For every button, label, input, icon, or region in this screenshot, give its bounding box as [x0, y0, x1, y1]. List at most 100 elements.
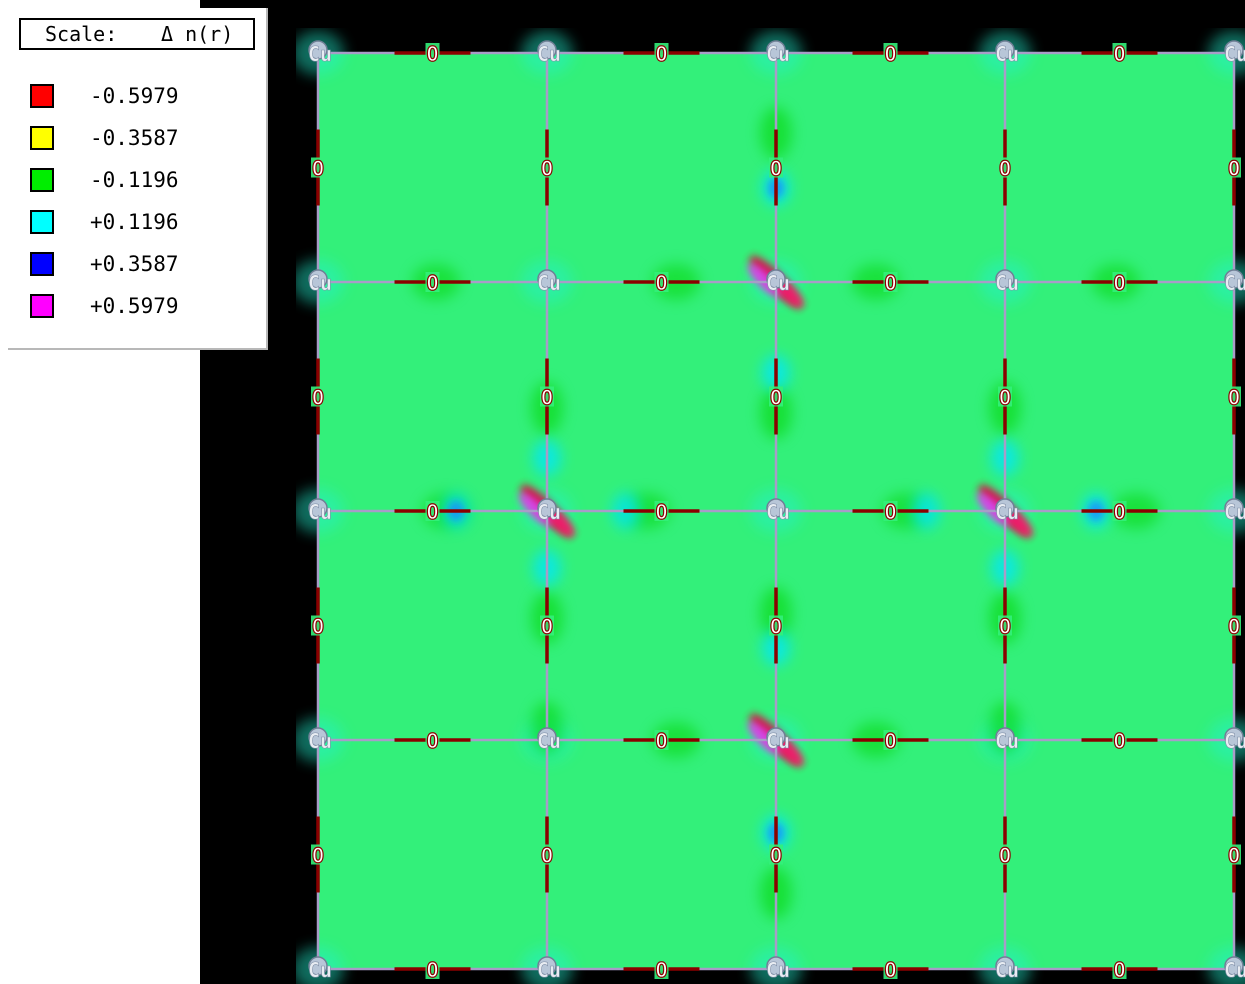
oxygen-atom-backdrop	[654, 272, 669, 292]
oxygen-atom-label: O	[770, 157, 782, 181]
oxygen-atom-backdrop	[311, 386, 325, 407]
copper-atom	[995, 498, 1015, 518]
legend-value: -0.1196	[90, 168, 179, 192]
oxygen-atom-label: O	[1114, 271, 1126, 295]
oxygen-atom-label: O	[656, 271, 668, 295]
copper-atom-label: Cu	[537, 271, 561, 295]
oxygen-atom-backdrop	[425, 43, 440, 63]
copper-atom-label: Cu	[995, 958, 1019, 982]
copper-atom-label: Cu	[537, 42, 561, 66]
oxygen-atom-label: O	[770, 844, 782, 868]
oxygen-atom-backdrop	[998, 386, 1012, 407]
oxygen-atom-backdrop	[311, 157, 325, 178]
legend-swatch	[30, 294, 54, 318]
oxygen-atom-backdrop	[998, 615, 1012, 636]
oxygen-atom-backdrop	[883, 730, 898, 750]
copper-atom	[537, 498, 557, 518]
copper-atom	[1224, 269, 1244, 289]
oxygen-atom-label: O	[1228, 844, 1240, 868]
density-blob	[518, 492, 552, 526]
oxygen-atom-backdrop	[540, 386, 554, 407]
charge-density-map: Cu Cu Cu Cu Cu Cu Cu Cu Cu Cu Cu Cu Cu Cu Cu Cu Cu Cu Cu Cu…	[296, 28, 1245, 984]
oxygen-atom-label: O	[541, 844, 553, 868]
copper-atom	[308, 956, 328, 976]
copper-atom	[308, 269, 328, 289]
oxygen-atom-backdrop	[1227, 615, 1241, 636]
oxygen-atom-label: O	[1114, 500, 1126, 524]
oxygen-atom-backdrop	[883, 272, 898, 292]
atom-markers: Cu Cu Cu Cu Cu Cu Cu Cu Cu Cu Cu Cu Cu Cu Cu Cu Cu Cu Cu Cu…	[308, 40, 1245, 983]
oxygen-atom-backdrop	[425, 959, 440, 979]
oxygen-atom-label: O	[885, 500, 897, 524]
oxygen-atom-label: O	[999, 157, 1011, 181]
oxygen-atom-backdrop	[540, 157, 554, 178]
oxygen-atom-label: O	[541, 157, 553, 181]
copper-atom-label: Cu	[766, 500, 790, 524]
oxygen-atom-backdrop	[769, 386, 783, 407]
oxygen-atom-backdrop	[1112, 43, 1127, 63]
oxygen-atom-label: O	[770, 386, 782, 410]
copper-atom-label: Cu	[995, 500, 1019, 524]
oxygen-atom-backdrop	[540, 615, 554, 636]
copper-atom	[537, 727, 557, 747]
copper-atom-label: Cu	[1224, 729, 1245, 753]
oxygen-atom-backdrop	[540, 844, 554, 865]
legend-swatch	[30, 252, 54, 276]
oxygen-atom-backdrop	[769, 615, 783, 636]
oxygen-atom-backdrop	[654, 43, 669, 63]
copper-atom-label: Cu	[537, 500, 561, 524]
oxygen-atom-label: O	[1114, 729, 1126, 753]
oxygen-atom-backdrop	[769, 844, 783, 865]
copper-atom-label: Cu	[537, 729, 561, 753]
copper-atom	[1224, 727, 1244, 747]
copper-atom	[766, 727, 786, 747]
copper-atom	[308, 40, 328, 60]
oxygen-atom-label: O	[885, 271, 897, 295]
copper-atom-label: Cu	[766, 42, 790, 66]
copper-atom	[995, 269, 1015, 289]
copper-atom	[766, 40, 786, 60]
oxygen-atom-label: O	[427, 729, 439, 753]
oxygen-atom-label: O	[656, 42, 668, 66]
oxygen-atom-backdrop	[1227, 386, 1241, 407]
oxygen-atom-label: O	[312, 386, 324, 410]
density-blob	[1005, 509, 1033, 537]
oxygen-atom-label: O	[312, 157, 324, 181]
legend-swatch	[30, 126, 54, 150]
legend-swatch	[30, 210, 54, 234]
oxygen-atom-backdrop	[1112, 272, 1127, 292]
oxygen-atom-label: O	[541, 386, 553, 410]
oxygen-atom-label: O	[885, 729, 897, 753]
oxygen-atom-backdrop	[883, 959, 898, 979]
copper-atom	[537, 956, 557, 976]
oxygen-atom-label: O	[312, 615, 324, 639]
oxygen-atom-backdrop	[1227, 157, 1241, 178]
density-blob	[776, 738, 804, 766]
oxygen-atom-label: O	[656, 729, 668, 753]
copper-atom-label: Cu	[766, 729, 790, 753]
copper-atom	[1224, 956, 1244, 976]
oxygen-atom-label: O	[427, 958, 439, 982]
oxygen-atom-label: O	[427, 271, 439, 295]
oxygen-atom-label: O	[541, 615, 553, 639]
copper-atom-label: Cu	[766, 271, 790, 295]
oxygen-atom-label: O	[999, 386, 1011, 410]
copper-atom-label: Cu	[995, 42, 1019, 66]
density-blob	[747, 721, 781, 755]
oxygen-atom-label: O	[770, 615, 782, 639]
oxygen-atom-backdrop	[425, 730, 440, 750]
copper-atom	[766, 498, 786, 518]
oxygen-atom-backdrop	[998, 157, 1012, 178]
legend-value: +0.3587	[90, 252, 179, 276]
copper-atom-label: Cu	[308, 958, 332, 982]
copper-atom-label: Cu	[995, 729, 1019, 753]
copper-atom	[995, 956, 1015, 976]
legend-title: Scale:	[45, 22, 118, 46]
legend-swatch	[30, 84, 54, 108]
copper-atom-label: Cu	[537, 958, 561, 982]
oxygen-atom-backdrop	[311, 615, 325, 636]
oxygen-atom-backdrop	[1112, 501, 1127, 521]
oxygen-atom-label: O	[999, 844, 1011, 868]
density-blob	[776, 280, 804, 308]
density-blob	[547, 509, 575, 537]
